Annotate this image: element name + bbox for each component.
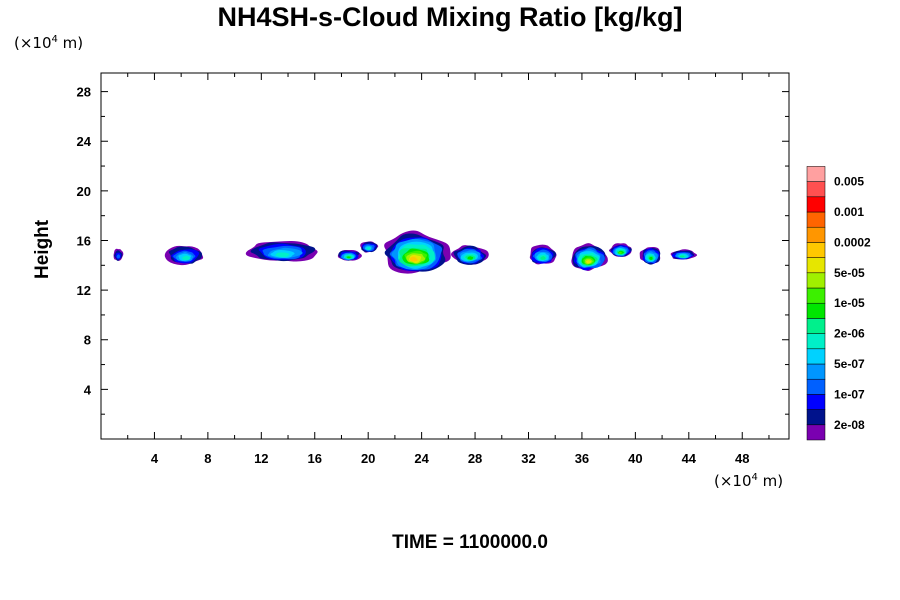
cloud-patch — [113, 248, 124, 261]
plot-frame — [100, 72, 790, 440]
x-tick-label: 32 — [521, 451, 535, 466]
y-tick-label: 16 — [77, 233, 91, 248]
y-tick-label: 20 — [77, 184, 91, 199]
colorbar-swatch — [806, 287, 826, 304]
colorbar-label: 2e-06 — [834, 327, 865, 341]
colorbar-swatch — [806, 196, 826, 213]
colorbar-label: 0.0002 — [834, 235, 871, 249]
cloud-patch — [670, 249, 698, 260]
x-tick-label: 40 — [628, 451, 642, 466]
colorbar-swatch — [806, 211, 826, 228]
cloud-patch — [571, 243, 608, 271]
colorbar-swatch — [806, 363, 826, 380]
x-tick-label: 24 — [414, 451, 429, 466]
cloud-patch — [245, 240, 318, 262]
colorbar-label: 5e-07 — [834, 357, 865, 371]
cloud-contour — [679, 255, 685, 258]
y-tick-label: 12 — [77, 283, 91, 298]
cloud-contour — [586, 260, 592, 264]
y-axis-unit: (×104 m) — [14, 34, 84, 52]
cloud-patch — [337, 249, 362, 261]
time-label: TIME = 1100000.0 — [392, 532, 548, 553]
x-tick-label: 4 — [151, 451, 159, 466]
cloud-contour — [366, 247, 371, 250]
chart-title: NH4SH-s-Cloud Mixing Ratio [kg/kg] — [217, 2, 683, 32]
cloud-contour — [649, 256, 653, 261]
colorbar-swatch — [806, 181, 826, 198]
colorbar-swatch — [806, 272, 826, 289]
colorbar-label: 0.001 — [834, 205, 864, 219]
colorbar-label: 1e-05 — [834, 296, 865, 310]
x-tick-label: 8 — [204, 451, 211, 466]
colorbar-swatch — [806, 226, 826, 243]
cloud-contour — [540, 256, 546, 260]
cloud-contour — [275, 252, 290, 258]
colorbar-swatch — [806, 166, 826, 182]
colorbar-swatch — [806, 257, 826, 274]
cloud-contour — [181, 255, 191, 261]
cloud-patch — [529, 244, 557, 265]
cloud-patches — [113, 230, 698, 274]
cloud-contour — [116, 254, 120, 259]
cloud-contour — [467, 256, 474, 260]
cloud-patch — [451, 245, 489, 265]
cloud-contour — [618, 251, 622, 254]
colorbar-swatch — [806, 333, 826, 350]
colorbar-label: 2e-08 — [834, 418, 865, 432]
colorbar-swatch — [806, 378, 826, 395]
cloud-contour — [346, 256, 351, 259]
cloud-patch — [164, 245, 204, 266]
colorbar-label: 0.005 — [834, 175, 864, 189]
colorbar-swatch — [806, 348, 826, 365]
colorbar-swatch — [806, 242, 826, 258]
x-tick-label: 20 — [361, 451, 375, 466]
cloud-patch — [639, 246, 661, 265]
x-tick-label: 12 — [254, 451, 268, 466]
colorbar-swatch — [806, 394, 826, 410]
cloud-patch — [360, 241, 379, 253]
y-tick-label: 8 — [84, 333, 91, 348]
colorbar-swatch — [806, 318, 826, 334]
colorbar-swatch — [806, 409, 826, 426]
y-tick-label: 28 — [77, 85, 91, 100]
cloud-contour — [409, 256, 418, 262]
x-tick-label: 36 — [575, 451, 589, 466]
colorbar-label: 1e-07 — [834, 387, 865, 401]
colorbar-swatch — [806, 424, 826, 441]
y-tick-label: 24 — [77, 134, 92, 149]
x-tick-label: 48 — [735, 451, 749, 466]
colorbar-label: 5e-05 — [834, 266, 865, 280]
x-axis-unit: (×104 m) — [714, 472, 784, 490]
x-tick-label: 28 — [468, 451, 482, 466]
cloud-patch — [608, 243, 632, 257]
colorbar-swatch — [806, 302, 826, 319]
x-tick-label: 44 — [682, 451, 697, 466]
x-tick-label: 16 — [308, 451, 322, 466]
colorbar: 2e-08 1e-07 5e-07 2e-06 1e-05 5e-05 0.0002 0.00… — [806, 166, 871, 441]
y-tick-label: 4 — [84, 382, 92, 397]
cloud-patch — [384, 230, 451, 274]
